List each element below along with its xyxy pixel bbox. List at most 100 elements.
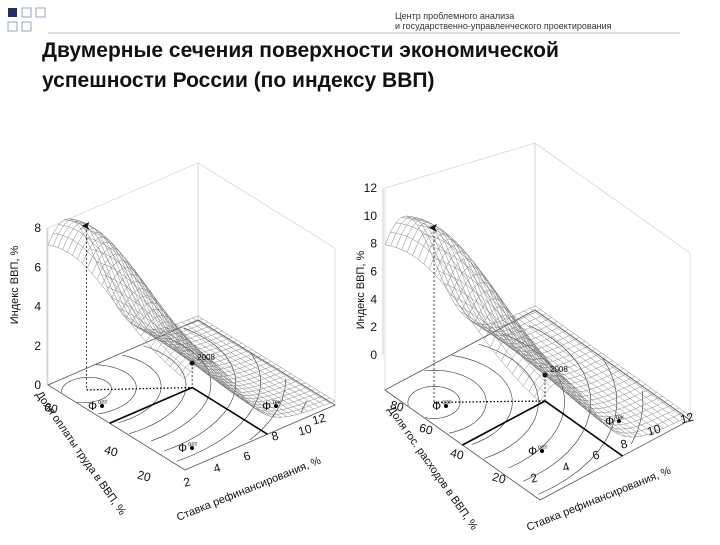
- x-tick-label: 4: [212, 460, 222, 475]
- x-tick-label: 10: [297, 422, 314, 439]
- header-text: и государственно-управленческого проекти…: [395, 21, 612, 31]
- surface-line: [401, 219, 552, 336]
- phi-subscript: опт: [98, 400, 108, 406]
- title: успешности России (по индексу ВВП): [42, 69, 434, 92]
- z-tick-label: 0: [34, 378, 41, 392]
- surface-line: [160, 328, 298, 415]
- projection: [86, 386, 193, 391]
- z-tick-label: 2: [370, 320, 377, 334]
- x-tick-label: 2: [529, 470, 539, 485]
- x-tick-label: 6: [591, 447, 601, 462]
- z-tick-label: 6: [370, 265, 377, 279]
- y-tick-label: 40: [103, 443, 120, 460]
- z-tick-label: 4: [34, 300, 41, 314]
- surface-line: [412, 225, 563, 344]
- header-text: Центр проблемного анализа: [395, 11, 514, 21]
- phi-point: [444, 404, 448, 408]
- surface-line: [181, 321, 320, 408]
- title: Двумерные сечения поверхности экономичес…: [42, 39, 559, 62]
- floor: [384, 309, 691, 501]
- surface-line: [176, 323, 314, 410]
- surface-line: [171, 325, 309, 412]
- contour: [95, 364, 127, 374]
- contour: [424, 369, 474, 382]
- phi-symbol: Ф: [88, 399, 97, 413]
- surface-line: [192, 317, 330, 404]
- surface-line: [475, 322, 632, 438]
- contour: [97, 372, 137, 415]
- annotation: 2008: [550, 365, 568, 374]
- surface-line: [492, 323, 648, 435]
- contour: [631, 390, 644, 445]
- z-tick-label: 8: [370, 237, 377, 251]
- contour: [300, 400, 307, 413]
- z-tick-label: 2: [34, 339, 41, 353]
- y-tick-label: 20: [491, 470, 508, 487]
- phi-subscript: тек: [272, 400, 281, 406]
- contour: [407, 386, 454, 406]
- surface-line: [155, 329, 293, 416]
- surface-line: [513, 315, 669, 427]
- x-tick-label: 8: [270, 428, 280, 443]
- phi-symbol: Ф: [262, 399, 271, 413]
- y-tick-label: 40: [449, 446, 466, 463]
- decor-squares: [7, 7, 680, 34]
- contour: [528, 325, 553, 340]
- projection: [433, 400, 546, 404]
- contour: [163, 338, 237, 452]
- contour: [471, 370, 513, 445]
- phi-point: [617, 419, 621, 423]
- surface-line: [67, 224, 218, 343]
- x-tick-label: 6: [242, 448, 252, 463]
- surface-line: [486, 324, 642, 437]
- y-tick-label: 80: [389, 398, 406, 415]
- y-tick-label: 60: [418, 421, 435, 438]
- phi-subscript: опт: [538, 445, 548, 451]
- contour: [538, 358, 618, 495]
- surface-line: [423, 233, 574, 352]
- surface-line: [149, 329, 287, 417]
- surface-line: [106, 266, 257, 367]
- phi-symbol: Ф: [178, 441, 187, 455]
- surface-line: [502, 320, 658, 431]
- contour: [523, 338, 592, 482]
- contour: [151, 346, 212, 442]
- surface-line: [497, 321, 653, 433]
- contour: [122, 354, 147, 365]
- phi-point: [190, 446, 194, 450]
- surface-line: [508, 317, 664, 429]
- square: [8, 8, 17, 17]
- x-tick-label: 4: [561, 459, 571, 474]
- x-tick-label: 2: [182, 474, 192, 489]
- phi-point: [540, 449, 544, 453]
- surface-line: [518, 313, 675, 424]
- contour: [176, 352, 261, 462]
- surface-line: [529, 308, 685, 419]
- z-tick-label: 0: [370, 348, 377, 362]
- contour: [143, 345, 166, 356]
- z-axis-label: Индекс ВВП, %: [9, 246, 21, 325]
- y-tick-label: 60: [43, 400, 60, 417]
- z-tick-label: 4: [370, 292, 377, 306]
- surface-line: [187, 319, 325, 406]
- optimum-marker: [81, 221, 90, 230]
- phi-subscript: опт: [188, 442, 198, 448]
- square: [21, 21, 32, 32]
- phi-symbol: Ф: [432, 399, 441, 413]
- contour: [128, 355, 187, 434]
- surface-line: [456, 273, 608, 376]
- x-tick-label: 12: [679, 410, 696, 427]
- surface-line: [197, 315, 336, 402]
- surface-line: [52, 219, 203, 334]
- phi-symbol: Ф: [528, 444, 537, 458]
- phi-subscript: тек: [615, 415, 624, 421]
- contour: [61, 376, 107, 393]
- y-tick-label: 20: [136, 468, 153, 485]
- surface-line: [72, 228, 223, 346]
- surface-line: [47, 218, 199, 331]
- surface-line: [395, 217, 547, 333]
- surface-line: [534, 305, 691, 416]
- surface-line: [390, 216, 541, 329]
- z-tick-label: 10: [364, 209, 378, 223]
